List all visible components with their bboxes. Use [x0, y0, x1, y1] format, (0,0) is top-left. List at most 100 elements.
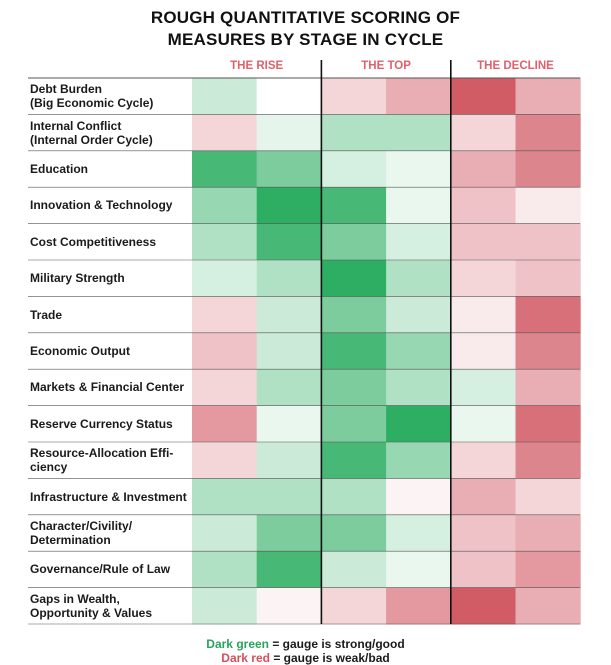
- heatmap-cell: [321, 150, 387, 188]
- heatmap-cell: [450, 587, 516, 625]
- heatmap-cell: [321, 442, 387, 479]
- row-label: Cost Competitiveness: [30, 234, 157, 249]
- heatmap-cell: [386, 114, 452, 152]
- row-label: Trade: [30, 307, 63, 322]
- heatmap-cell: [450, 114, 516, 152]
- legend-strong-term: Dark green: [206, 637, 269, 651]
- legend-weak-term: Dark red: [221, 651, 270, 665]
- heatmap-cell: [256, 478, 322, 516]
- heatmap-cell: [515, 150, 581, 188]
- heatmap-cell: [386, 405, 452, 443]
- heatmap-cell: [256, 369, 322, 407]
- heatmap-cell: [321, 551, 387, 589]
- heatmap-cell: [321, 369, 387, 407]
- stage-label: THE DECLINE: [477, 60, 554, 72]
- heatmap-cell: [256, 587, 322, 625]
- heatmap-cell: [256, 260, 322, 297]
- heatmap-cell: [192, 296, 258, 334]
- heatmap-cell: [192, 478, 258, 516]
- heatmap-cell: [515, 442, 581, 479]
- heatmap-cell: [386, 478, 452, 516]
- row-label: Economic Output: [30, 343, 130, 358]
- heatmap-cell: [192, 551, 258, 589]
- heatmap-cell: [515, 223, 581, 261]
- heatmap-cell: [515, 369, 581, 407]
- heatmap-cell: [256, 187, 322, 225]
- heatmap-cell: [321, 405, 387, 443]
- heatmap-cell: [321, 587, 387, 625]
- legend-strong: Dark green = gauge is strong/good: [0, 637, 611, 651]
- heatmap-cell: [450, 478, 516, 516]
- row-label: Education: [30, 161, 89, 176]
- heatmap-cell: [256, 223, 322, 261]
- heatmap-cell: [450, 296, 516, 334]
- heatmap-cell: [450, 260, 516, 297]
- heatmap-cell: [386, 187, 452, 225]
- heatmap-cell: [321, 114, 387, 152]
- row-label: Infrastructure & Investment: [30, 489, 187, 504]
- heatmap-cell: [256, 296, 322, 334]
- row-label: Internal Conflict (Internal Order Cycle): [30, 118, 153, 147]
- heatmap-cell: [321, 514, 387, 552]
- heatmap-cell: [450, 187, 516, 225]
- heatmap-cell: [192, 369, 258, 407]
- heatmap-cell: [386, 442, 452, 479]
- heatmap-cell: [386, 223, 452, 261]
- heatmap-cell: [515, 478, 581, 516]
- heatmap-cell: [386, 150, 452, 188]
- heatmap-cell: [256, 405, 322, 443]
- row-label: Military Strength: [30, 271, 125, 286]
- row-label: Character/Civility/Determination: [30, 518, 133, 547]
- heatmap-cell: [515, 260, 581, 297]
- heatmap-cell: [192, 514, 258, 552]
- heatmap-cell: [321, 296, 387, 334]
- heatmap-cell: [450, 405, 516, 443]
- heatmap-cell: [386, 551, 452, 589]
- heatmap-cell: [386, 587, 452, 625]
- chart-title-line1: ROUGH QUANTITATIVE SCORING OF: [150, 8, 461, 27]
- heatmap-cell: [450, 514, 516, 552]
- heatmap-cell: [321, 478, 387, 516]
- heatmap-cell: [192, 405, 258, 443]
- heatmap-cell: [515, 332, 581, 370]
- heatmap-cell: [256, 114, 322, 152]
- heatmap-cell: [515, 187, 581, 225]
- chart-title-line2: MEASURES BY STAGE IN CYCLE: [167, 30, 444, 49]
- legend-weak: Dark red = gauge is weak/bad: [0, 651, 611, 665]
- heatmap-cell: [256, 442, 322, 479]
- row-label: Markets & Financial Center: [30, 380, 185, 395]
- heatmap-cell: [192, 114, 258, 152]
- heatmap-cell: [450, 551, 516, 589]
- row-label: Gaps in Wealth, Opportunity & Values: [30, 591, 153, 620]
- heatmap-cell: [515, 114, 581, 152]
- heatmap-cell: [321, 260, 387, 297]
- legend-strong-text: = gauge is strong/good: [269, 637, 405, 651]
- heatmap-cell: [386, 332, 452, 370]
- heatmap-cell: [515, 551, 581, 589]
- row-label: Reserve Currency Status: [30, 416, 173, 431]
- heatmap-cell: [256, 551, 322, 589]
- heatmap-cell: [450, 332, 516, 370]
- heatmap-cell: [515, 587, 581, 625]
- heatmap-cell: [515, 296, 581, 334]
- heatmap-cell: [450, 150, 516, 188]
- heatmap-cell: [450, 78, 516, 115]
- heatmap-cell: [450, 442, 516, 479]
- heatmap-cell: [192, 78, 258, 115]
- heatmap-cell: [515, 405, 581, 443]
- legend-weak-text: = gauge is weak/bad: [269, 651, 390, 665]
- stage-label: THE TOP: [361, 60, 411, 72]
- heatmap-cell: [192, 332, 258, 370]
- heatmap-cell: [321, 78, 387, 115]
- heatmap-cell: [256, 150, 322, 188]
- heatmap-cell: [192, 150, 258, 188]
- stage-label: THE RISE: [230, 60, 284, 72]
- heatmap-cell: [450, 369, 516, 407]
- heatmap-cell: [192, 187, 258, 225]
- heatmap-cell: [256, 332, 322, 370]
- heatmap-cell: [450, 223, 516, 261]
- heatmap-cell: [321, 332, 387, 370]
- heatmap-cell: [386, 296, 452, 334]
- heatmap-cell: [256, 514, 322, 552]
- heatmap-cell: [386, 369, 452, 407]
